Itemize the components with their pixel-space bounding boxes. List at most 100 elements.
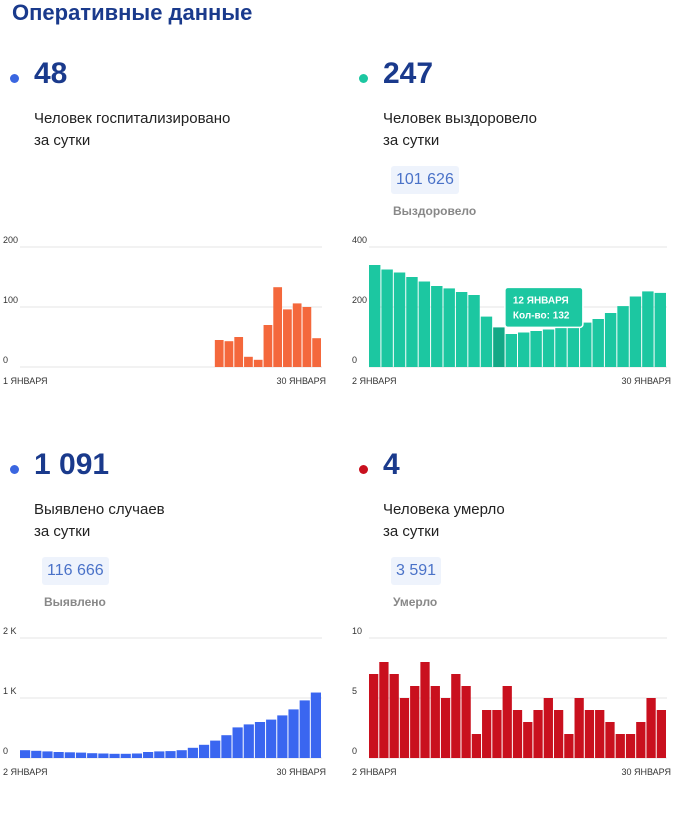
bar: [120, 753, 131, 758]
bar: [518, 332, 530, 367]
x-end-label: 30 ЯНВАРЯ: [621, 376, 671, 386]
bar: [302, 307, 312, 367]
bar: [283, 309, 292, 367]
bar: [555, 325, 567, 367]
cases-value: 1 091: [34, 448, 110, 481]
bar: [443, 288, 455, 367]
bar: [131, 753, 143, 758]
bar: [31, 750, 42, 758]
bullet-dot-icon: [10, 465, 19, 474]
bar: [636, 722, 646, 758]
bar: [580, 322, 592, 367]
bar: [625, 734, 636, 758]
bar: [187, 747, 198, 758]
bar: [574, 698, 584, 758]
bar: [109, 753, 120, 758]
bar: [176, 750, 187, 758]
bar: [288, 709, 299, 758]
bar: [418, 281, 431, 367]
deaths-total-label: Умерло: [393, 595, 438, 609]
bar: [617, 306, 629, 367]
bar: [381, 269, 393, 367]
y-tick-label: 200: [3, 235, 18, 245]
x-end-label: 30 ЯНВАРЯ: [276, 376, 326, 386]
recovered-value: 247: [383, 57, 434, 90]
bar: [480, 316, 493, 367]
bar: [455, 292, 468, 367]
y-tick-label: 10: [352, 626, 362, 636]
bar: [154, 751, 165, 758]
description-line: Человек выздоровело: [383, 110, 537, 127]
bar: [406, 277, 418, 367]
bar: [399, 698, 410, 758]
panel-recovered: 247 Человек выздоровело за сутки 101 626…: [352, 45, 673, 435]
bar: [369, 265, 381, 367]
bar: [502, 686, 512, 758]
tooltip-title: 12 ЯНВАРЯ: [513, 295, 569, 306]
bar: [75, 752, 87, 758]
bar: [493, 327, 505, 367]
bar: [369, 674, 379, 758]
hospitalized-description: Человек госпитализировано за сутки: [34, 108, 264, 152]
deaths-description: Человека умерло за сутки: [383, 499, 613, 543]
panel-cases: 1 091 Выявлено случаев за сутки 116 666 …: [3, 436, 328, 826]
y-tick-label: 0: [3, 746, 8, 756]
description-line: за сутки: [34, 132, 91, 149]
bar: [98, 753, 109, 758]
x-end-label: 30 ЯНВАРЯ: [621, 767, 671, 777]
bar: [389, 674, 399, 758]
x-start-label: 2 ЯНВАРЯ: [352, 376, 397, 386]
bar: [165, 751, 176, 758]
cases-total-badge: 116 666: [42, 557, 109, 585]
bar: [605, 722, 615, 758]
cases-chart[interactable]: 0 1 K 2 K 2 ЯНВАРЯ 30 ЯНВАРЯ: [3, 626, 328, 786]
bar: [543, 698, 553, 758]
x-end-label: 30 ЯНВАРЯ: [276, 767, 326, 777]
y-tick-label: 2 K: [3, 626, 17, 636]
bar: [642, 291, 654, 367]
bar: [143, 752, 154, 758]
y-tick-label: 0: [352, 746, 357, 756]
bar: [210, 740, 221, 758]
bar: [312, 338, 321, 367]
bar: [234, 337, 244, 367]
bar: [87, 753, 98, 758]
bar: [263, 325, 273, 367]
bar: [253, 359, 263, 367]
bar: [440, 698, 451, 758]
bar: [656, 710, 666, 758]
hospitalized-chart[interactable]: 0 100 200 1 ЯНВАРЯ 30 ЯНВАРЯ: [3, 235, 328, 395]
bar: [512, 710, 523, 758]
bar: [420, 662, 430, 758]
bullet-dot-icon: [359, 74, 368, 83]
recovered-description: Человек выздоровело за сутки: [383, 108, 613, 152]
bar: [604, 313, 617, 367]
bullet-dot-icon: [359, 465, 368, 474]
bullet-dot-icon: [10, 74, 19, 83]
description-line: Выявлено случаев: [34, 501, 165, 518]
bar: [244, 356, 253, 367]
deaths-chart[interactable]: 0 5 10 2 ЯНВАРЯ 30 ЯНВАРЯ: [352, 626, 673, 786]
bar: [564, 734, 574, 758]
recovered-total-badge: 101 626: [391, 166, 459, 194]
tooltip-text: Кол-во: 132: [513, 310, 570, 321]
y-tick-label: 400: [352, 235, 367, 245]
bar: [273, 287, 283, 367]
bar: [410, 686, 420, 758]
cases-total-label: Выявлено: [44, 595, 106, 609]
bar: [64, 752, 75, 758]
bar: [198, 744, 210, 758]
bar: [505, 334, 517, 367]
bar: [584, 710, 595, 758]
recovered-chart[interactable]: 0 200 400 2 ЯНВАРЯ 30 ЯНВАРЯ 12 ЯНВАРЯ Кол-во:…: [352, 235, 673, 395]
bar: [224, 341, 234, 367]
bar: [592, 319, 604, 367]
bar: [254, 722, 266, 758]
bar: [595, 710, 605, 758]
x-start-label: 2 ЯНВАРЯ: [3, 767, 48, 777]
y-tick-label: 100: [3, 295, 18, 305]
bar: [277, 715, 288, 758]
y-tick-label: 200: [352, 295, 367, 305]
y-tick-label: 0: [3, 355, 8, 365]
deaths-total-badge: 3 591: [391, 557, 442, 585]
